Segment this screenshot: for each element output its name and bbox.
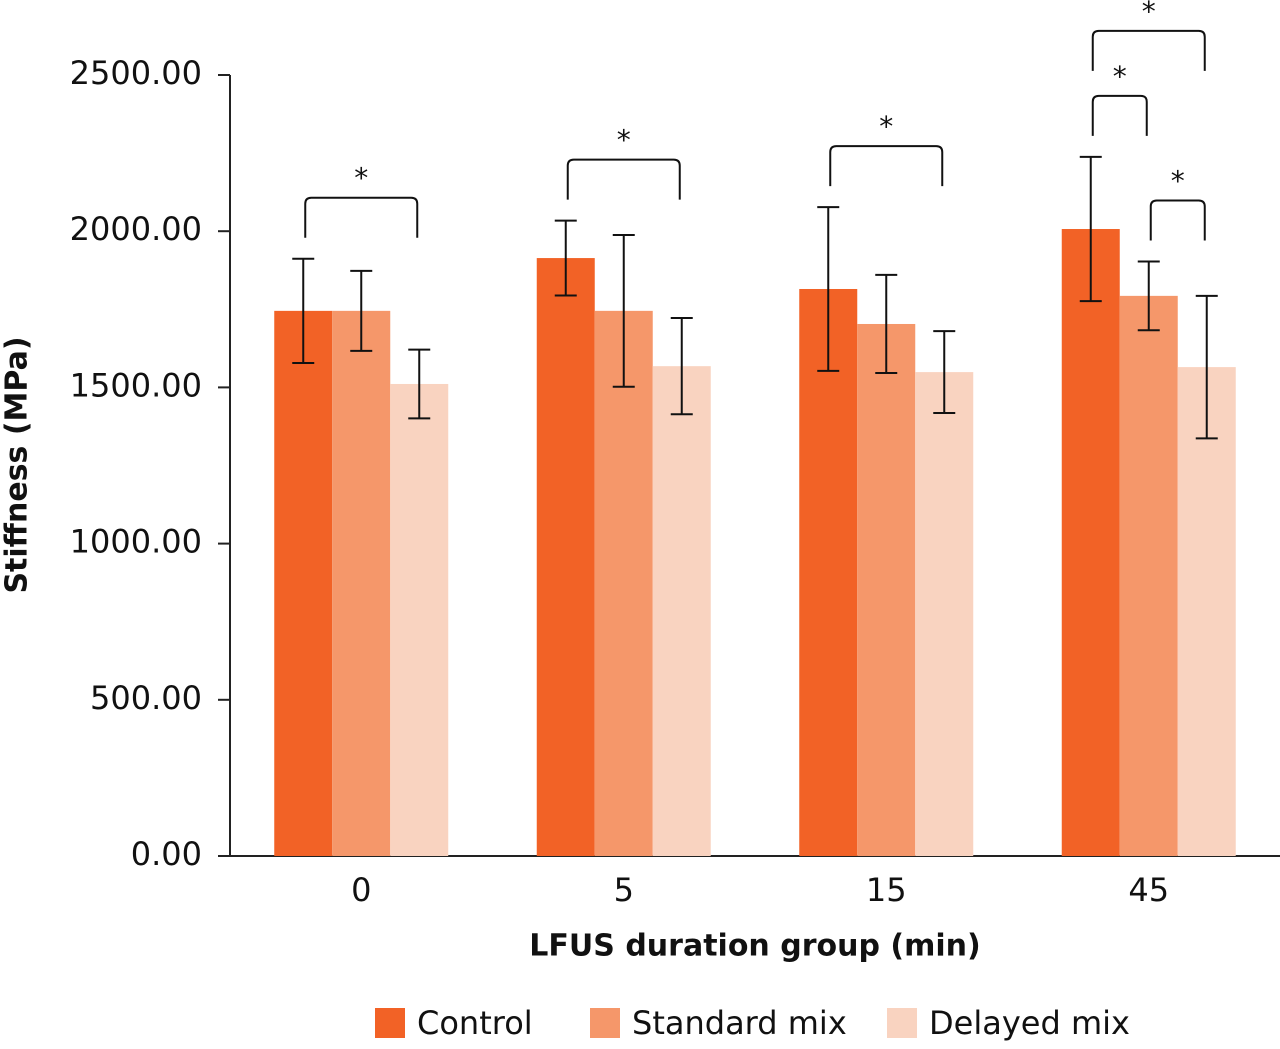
legend-swatch xyxy=(375,1008,405,1038)
y-tick-label: 2000.00 xyxy=(70,210,202,248)
legend-label: Delayed mix xyxy=(929,1004,1130,1042)
bar xyxy=(915,372,974,856)
bar xyxy=(536,258,595,856)
bar xyxy=(594,310,653,856)
error-bar xyxy=(670,317,693,416)
significance-label: * xyxy=(1113,60,1127,93)
significance-bracket xyxy=(1091,29,1206,71)
x-tick-label: 15 xyxy=(866,871,907,909)
y-tick-label: 0.00 xyxy=(131,835,202,873)
legend-label: Standard mix xyxy=(632,1004,847,1042)
error-bar xyxy=(1195,294,1218,440)
bar xyxy=(1177,367,1236,856)
significance-label: * xyxy=(617,124,631,157)
legend-swatch xyxy=(590,1008,620,1038)
x-tick-label: 5 xyxy=(614,871,634,909)
y-tick-label: 1500.00 xyxy=(70,366,202,404)
significance-bracket xyxy=(566,158,681,200)
bar xyxy=(1119,295,1178,856)
bar xyxy=(390,383,449,856)
significance-bracket xyxy=(1149,199,1206,241)
legend-label: Control xyxy=(417,1004,533,1042)
error-bar xyxy=(292,257,315,365)
bar xyxy=(332,310,391,856)
y-tick-label: 1000.00 xyxy=(70,523,202,561)
bar xyxy=(274,310,333,856)
error-bar xyxy=(554,219,577,297)
bar xyxy=(652,366,711,856)
significance-label: * xyxy=(1142,0,1156,28)
x-tick-label: 45 xyxy=(1128,871,1169,909)
significance-label: * xyxy=(354,162,368,195)
x-tick-label: 0 xyxy=(351,871,371,909)
error-bar xyxy=(933,330,956,415)
error-bar xyxy=(408,348,431,420)
error-bar xyxy=(1079,155,1102,303)
bar xyxy=(1061,229,1120,857)
y-tick-label: 2500.00 xyxy=(70,54,202,92)
significance-bracket xyxy=(829,145,944,187)
significance-label: * xyxy=(879,110,893,143)
error-bar xyxy=(1137,260,1160,332)
legend-swatch xyxy=(887,1008,917,1038)
significance-bracket xyxy=(304,196,419,238)
significance-bracket xyxy=(1091,94,1148,136)
y-tick-label: 500.00 xyxy=(90,679,202,717)
significance-label: * xyxy=(1171,165,1185,198)
error-bar xyxy=(875,273,898,375)
x-axis-title: LFUS duration group (min) xyxy=(529,929,980,964)
error-bar xyxy=(350,269,373,352)
y-axis-title: Stiffness (MPa) xyxy=(0,336,35,593)
error-bar xyxy=(612,233,635,388)
bar xyxy=(799,288,858,856)
bar xyxy=(857,323,916,856)
error-bar xyxy=(817,206,840,372)
